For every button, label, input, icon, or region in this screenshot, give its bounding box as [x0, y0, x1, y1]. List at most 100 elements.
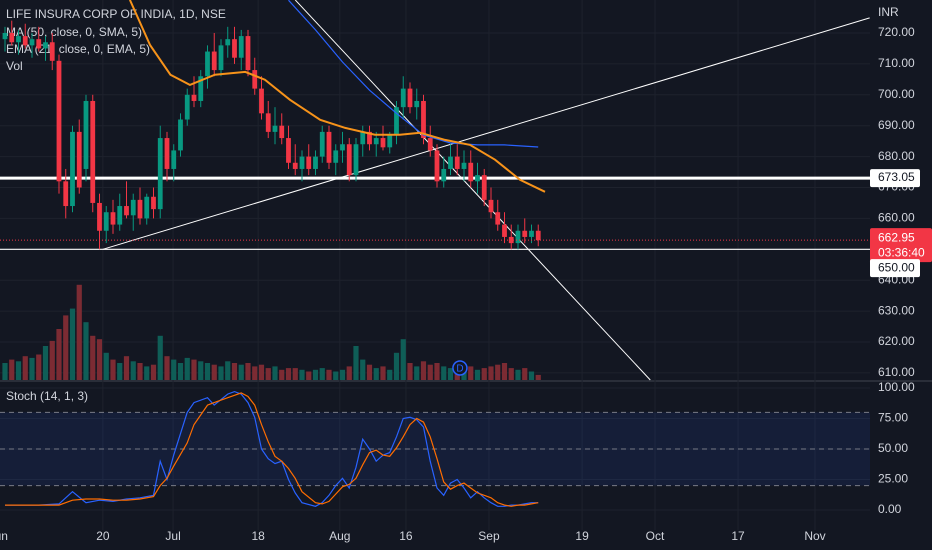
volume-bar: [265, 368, 271, 380]
candle-body: [279, 125, 285, 139]
volume-bar: [245, 362, 251, 380]
candle-body: [265, 113, 271, 132]
hline-label: 650.00: [878, 260, 915, 274]
candle-body: [515, 230, 521, 244]
candle-body: [151, 196, 156, 210]
stoch-tick-label: 50.00: [878, 441, 908, 455]
legend-ma: MA (50, close, 0, SMA, 5): [6, 25, 142, 39]
candle-body: [340, 144, 345, 151]
y-tick-label: 710.00: [878, 56, 915, 70]
candle-body: [211, 51, 217, 71]
stoch-tick-label: 0.00: [878, 502, 902, 516]
volume-bar: [171, 359, 177, 380]
hline-box: [870, 259, 920, 278]
countdown: 03:36:40: [878, 245, 925, 259]
candle-body: [367, 131, 372, 145]
candle-body: [461, 162, 467, 169]
candle-body: [218, 45, 224, 71]
candle-body: [70, 131, 75, 207]
volume-bar: [218, 366, 224, 380]
volume-bar: [312, 369, 319, 380]
x-tick-label: Nov: [804, 529, 825, 543]
trendline: [294, 0, 651, 381]
candle-body: [441, 168, 447, 182]
volume-bar: [191, 359, 197, 380]
candle-body: [326, 131, 332, 163]
x-tick-label: Sep: [478, 529, 500, 543]
candle-body: [454, 156, 460, 169]
candle-body: [522, 230, 528, 237]
volume-bar: [468, 366, 474, 380]
volume-bar: [488, 366, 494, 380]
volume-bar: [474, 369, 481, 380]
volume-bar: [22, 356, 28, 380]
volume-bar: [90, 335, 96, 380]
candle-body: [76, 131, 82, 188]
x-tick-label: Oct: [646, 529, 665, 543]
volume-bar: [15, 361, 22, 380]
stoch-title: Stoch (14, 1, 3): [6, 389, 88, 403]
volume-bar: [36, 354, 42, 380]
volume-bar: [407, 362, 413, 380]
candle-body: [488, 199, 494, 213]
dividend-marker: [452, 360, 468, 376]
volume-bar: [292, 368, 298, 380]
candle-body: [97, 202, 102, 231]
volume-bar: [393, 352, 400, 380]
volume-bar: [184, 357, 190, 380]
candle-body: [124, 206, 129, 216]
volume-bar: [420, 361, 427, 380]
volume-bar: [495, 364, 501, 380]
candle-body: [22, 36, 28, 46]
stoch-tick-label: 75.00: [878, 411, 908, 425]
stoch-tick-label: 25.00: [878, 472, 908, 486]
volume-bar: [252, 366, 258, 380]
volume-bar: [373, 368, 379, 380]
volume-bar: [150, 364, 157, 380]
candle-body: [110, 212, 116, 225]
volume-bar: [63, 315, 69, 380]
candle-body: [205, 51, 210, 77]
candle-body: [29, 39, 35, 46]
stoch-k-line: [5, 390, 539, 507]
x-tick-label: 18: [251, 529, 265, 543]
volume-bar: [481, 368, 487, 380]
candle-body: [414, 100, 420, 108]
candle-body: [427, 138, 433, 151]
hline-box: [870, 169, 920, 188]
candle-body: [481, 175, 487, 200]
candle-body: [313, 156, 318, 169]
x-tick-label: 20: [96, 529, 110, 543]
volume-bar: [333, 371, 339, 380]
candle-body: [373, 138, 379, 145]
ema-line: [128, 0, 546, 193]
candle-body: [137, 199, 143, 219]
volume-bar: [387, 369, 393, 380]
volume-bar: [400, 339, 406, 380]
volume-bar: [2, 362, 8, 380]
last-price-box: [870, 228, 932, 263]
chart-title: LIFE INSURA CORP OF INDIA, 1D, NSE: [6, 7, 226, 21]
candle-body: [90, 100, 96, 203]
volume-bar: [238, 364, 244, 380]
candle-body: [353, 144, 359, 176]
candle-body: [184, 94, 190, 120]
candle-body: [245, 36, 251, 71]
candle-body: [387, 134, 393, 148]
candle-body: [400, 88, 406, 108]
volume-bar: [522, 368, 528, 380]
volume-bar: [427, 364, 433, 380]
ma-line: [288, 0, 539, 148]
candle-body: [272, 125, 278, 132]
volume-bar: [279, 369, 285, 380]
volume-bar: [258, 364, 265, 380]
candle-body: [16, 36, 21, 43]
candle-body: [502, 224, 507, 237]
last-price-label: 662.95: [878, 230, 915, 244]
x-tick-label: Jun: [0, 529, 8, 543]
stoch-tick-label: 100.00: [878, 380, 915, 394]
volume-bar: [299, 369, 305, 380]
